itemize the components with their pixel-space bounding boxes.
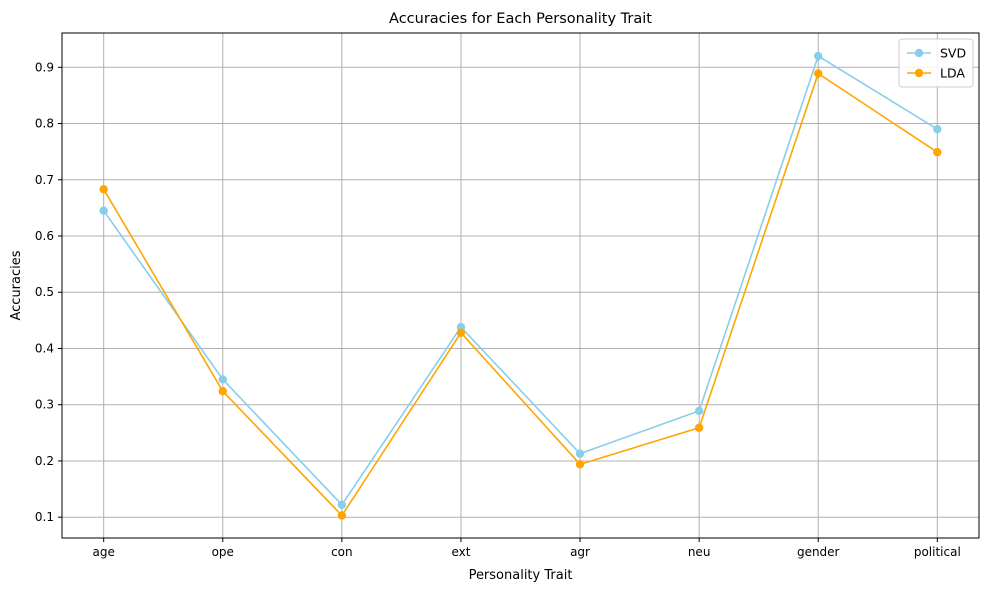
- y-tick-label: 0.4: [35, 341, 54, 355]
- data-point-lda: [218, 387, 227, 396]
- data-point-svd: [694, 406, 704, 416]
- y-tick-label: 0.6: [35, 229, 54, 243]
- x-tick-label: agr: [570, 545, 590, 559]
- x-tick-label: gender: [797, 545, 840, 559]
- grid-layer: [62, 33, 979, 538]
- y-tick-label: 0.2: [35, 454, 54, 468]
- y-tick-label: 0.9: [35, 60, 54, 74]
- data-point-lda: [575, 460, 585, 469]
- series-lda: [99, 69, 942, 520]
- x-tick-label: ope: [212, 545, 234, 559]
- data-point-lda: [456, 328, 466, 337]
- y-tick-label: 0.1: [35, 510, 54, 524]
- legend-marker-svd: [914, 48, 924, 58]
- x-tick-label: age: [93, 545, 115, 559]
- data-point-svd: [337, 500, 347, 510]
- series-line-svd: [103, 55, 938, 506]
- data-point-svd: [218, 375, 227, 384]
- y-tick-label: 0.8: [35, 117, 54, 131]
- x-axis-title: Personality Trait: [469, 568, 573, 583]
- x-tick-label: ext: [451, 545, 470, 559]
- plot-frame: [61, 32, 980, 539]
- series-svd: [99, 51, 942, 510]
- y-tick-label: 0.3: [35, 398, 54, 412]
- series-line-lda: [102, 72, 938, 517]
- data-point-lda: [99, 185, 108, 194]
- y-tick-label: 0.5: [35, 285, 54, 299]
- series-layer: [99, 51, 942, 520]
- x-tick-label: political: [914, 545, 961, 559]
- legend-marker-lda: [914, 68, 924, 78]
- x-tick-label: neu: [688, 545, 711, 559]
- legend-label-svd: SVD: [940, 46, 966, 61]
- data-point-lda: [337, 511, 347, 520]
- y-axis-title: Accuracies: [9, 250, 24, 320]
- data-point-svd: [99, 206, 108, 215]
- y-tick-label: 0.7: [35, 173, 54, 187]
- data-point-svd: [575, 449, 585, 458]
- tick-layer: age ope con ext agr neu gender political 0.1 0.2 0…: [35, 60, 961, 559]
- data-point-svd: [933, 124, 942, 134]
- data-point-lda: [933, 148, 942, 157]
- data-point-lda: [814, 69, 823, 78]
- chart-title: Accuracies for Each Personality Trait: [389, 11, 652, 27]
- data-point-svd: [814, 51, 823, 61]
- x-tick-label: con: [331, 545, 353, 559]
- data-point-lda: [694, 423, 704, 432]
- legend: SVD LDA: [898, 38, 974, 88]
- legend-label-lda: LDA: [940, 66, 965, 81]
